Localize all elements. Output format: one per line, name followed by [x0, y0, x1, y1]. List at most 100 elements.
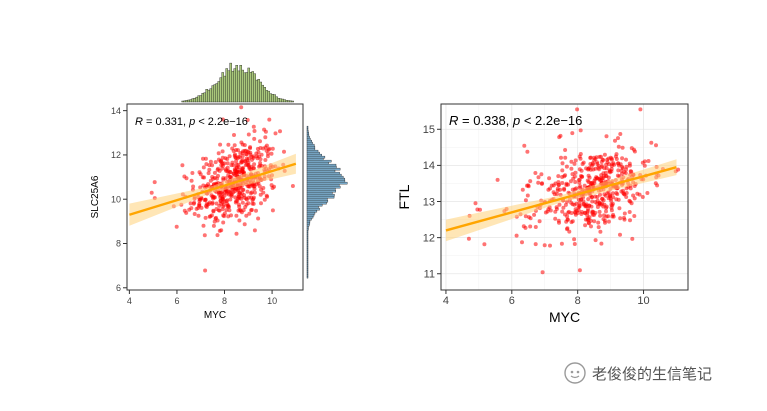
- scatter-point: [573, 180, 578, 184]
- histogram-bar: [306, 267, 309, 271]
- scatter-point: [564, 164, 569, 169]
- scatter-point: [528, 216, 533, 221]
- scatter-point: [592, 219, 597, 224]
- scatter-point: [618, 232, 622, 237]
- histogram-bar: [306, 263, 309, 267]
- scatter-point: [618, 162, 623, 167]
- scatter-point: [203, 197, 208, 202]
- scatter-point: [638, 107, 643, 112]
- scatter-point: [620, 156, 625, 161]
- scatter-point: [528, 179, 533, 184]
- histogram-bar: [306, 139, 312, 143]
- scatter-point: [630, 236, 635, 241]
- scatter-point: [244, 196, 249, 201]
- scatter-point: [237, 191, 242, 196]
- x-tick-label: 6: [174, 296, 179, 306]
- histogram-bar: [255, 79, 258, 103]
- histogram-bar: [306, 211, 316, 215]
- scatter-point: [203, 215, 208, 220]
- scatter-point: [252, 228, 257, 233]
- scatter-point: [586, 173, 591, 178]
- scatter-point: [198, 172, 203, 177]
- scatter-point: [642, 163, 647, 168]
- scatter-point: [475, 207, 480, 212]
- histogram-bar: [287, 100, 290, 103]
- annotation-p-symbol: p: [512, 113, 520, 128]
- y-axis: 6 8 10 12 14: [111, 106, 127, 293]
- scatter-point: [600, 197, 605, 201]
- scatter-point: [577, 203, 582, 208]
- scatter-point: [252, 190, 257, 195]
- scatter-point: [215, 233, 220, 238]
- scatter-point: [569, 159, 574, 164]
- histogram-bar: [306, 213, 315, 217]
- annotation-r-value: = 0.338,: [458, 113, 513, 128]
- y-tick-label: 12: [423, 232, 435, 244]
- scatter-point: [184, 210, 189, 215]
- annotation-p-value: < 2.2e−16: [195, 116, 248, 128]
- scatter-point: [561, 205, 566, 210]
- scatter-point: [251, 155, 256, 160]
- scatter-point: [236, 188, 241, 193]
- scatter-point: [615, 173, 620, 178]
- scatter-point: [596, 225, 601, 230]
- scatter-point: [248, 191, 253, 196]
- scatter-point: [579, 197, 583, 202]
- histogram-bar: [306, 209, 318, 213]
- scatter-point: [234, 156, 238, 160]
- scatter-point: [239, 140, 244, 145]
- y-tick-label: 14: [111, 106, 121, 116]
- scatter-point: [234, 159, 239, 164]
- scatter-point: [278, 129, 282, 134]
- scatter-point: [575, 107, 580, 112]
- histogram-bar: [306, 199, 329, 203]
- scatter-point: [222, 211, 227, 216]
- histogram-bar: [261, 84, 264, 103]
- scatter-point: [563, 202, 568, 207]
- scatter-point: [228, 190, 233, 195]
- scatter-point: [629, 146, 634, 151]
- scatter-point: [242, 193, 246, 197]
- scatter-point: [221, 176, 226, 181]
- histogram-bar: [197, 95, 200, 103]
- scatter-point: [592, 181, 597, 186]
- scatter-point: [220, 161, 225, 166]
- histogram-bar: [306, 169, 336, 173]
- scatter-point: [252, 162, 257, 167]
- scatter-point: [572, 187, 577, 192]
- scatter-point: [213, 160, 218, 165]
- scatter-point: [611, 161, 616, 166]
- y-tick-label: 13: [423, 196, 435, 208]
- scatter-point: [237, 218, 242, 223]
- histogram-bar: [306, 255, 309, 259]
- scatter-point: [614, 197, 619, 202]
- scatter-point: [631, 193, 636, 198]
- annotation-p-symbol: p: [188, 116, 195, 128]
- histogram-bar: [306, 217, 312, 221]
- histogram-bar: [306, 189, 336, 193]
- scatter-point: [586, 197, 591, 202]
- scatter-point: [258, 157, 263, 162]
- histogram-bar: [306, 235, 309, 239]
- scatter-point: [628, 218, 632, 223]
- x-axis: 4 6 8 10: [127, 290, 277, 306]
- histogram-bar: [289, 100, 292, 103]
- histogram-bar: [306, 177, 346, 181]
- panel-border: [126, 103, 304, 291]
- scatter-point: [627, 210, 632, 214]
- scatter-point: [258, 139, 262, 144]
- scatter-point: [532, 212, 537, 217]
- scatter-point: [520, 187, 525, 192]
- annotation-r-value: = 0.331,: [143, 116, 189, 128]
- scatter-point: [557, 135, 562, 140]
- histogram-bar: [306, 241, 309, 245]
- scatter-point: [234, 231, 239, 236]
- scatter-point: [576, 178, 581, 183]
- histogram-bar: [306, 145, 316, 149]
- scatter-point: [192, 212, 197, 216]
- histogram-bar: [306, 183, 340, 187]
- scatter-point: [608, 170, 612, 175]
- scatter-point: [189, 178, 194, 183]
- scatter-point: [199, 205, 204, 210]
- scatter-point: [645, 191, 650, 195]
